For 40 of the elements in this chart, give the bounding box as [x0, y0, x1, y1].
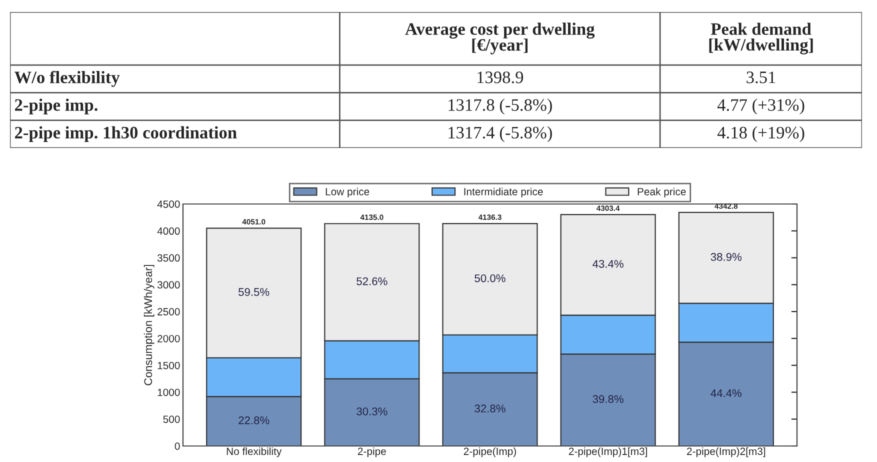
y-tick-label: 500	[163, 416, 180, 423]
x-tick-label: 2-pipe(Imp)2[m3]	[687, 447, 766, 458]
category-label: Average cost per dwelling [€/year]	[405, 22, 595, 54]
y-tick-label: 3500	[157, 254, 180, 262]
text: 3.51	[746, 72, 776, 84]
annotation: 52.6%	[356, 277, 388, 286]
annotation: 30.3%	[356, 408, 388, 416]
annotation: 43.4%	[592, 260, 624, 268]
x-tick-label: 2-pipe	[358, 447, 386, 458]
y-tick-label: 4000	[157, 227, 180, 235]
annotation: 39.8%	[592, 395, 624, 404]
text: 1398.9	[478, 71, 524, 84]
x-tick-label: 2-pipe(Imp)	[464, 447, 516, 458]
y-tick-label: 1500	[158, 362, 180, 370]
text: 4.18 (+19%)	[717, 126, 804, 142]
x-tick-label: No flexibility	[226, 447, 282, 458]
annotation: 59.5%	[238, 288, 270, 296]
legend-label: Low price	[326, 188, 370, 198]
category-label: W/o flexibility	[14, 70, 120, 87]
y-tick-label: 4500	[157, 200, 180, 208]
y-axis-title: Consumption [kWh/year]	[144, 264, 154, 386]
annotation: 32.8%	[474, 404, 506, 412]
annotation: 22.8%	[238, 416, 270, 424]
legend-label: Intermidiate price	[464, 188, 543, 198]
y-tick-label: 2500	[158, 308, 180, 316]
y-tick-label: 0	[174, 442, 180, 450]
text: 4.77 (+31%)	[717, 98, 804, 114]
annotation: 44.4%	[710, 389, 742, 398]
category-label: 2-pipe imp.	[14, 98, 98, 114]
annotation: 50.0%	[474, 274, 506, 282]
annotation: 38.9%	[710, 253, 742, 261]
text: 1317.4 (-5.8%)	[448, 126, 552, 142]
y-tick-label: 1000	[158, 388, 180, 396]
category-label: 2-pipe imp. 1h30 coordination	[14, 126, 237, 142]
y-tick-label: 3000	[157, 281, 180, 289]
legend-label: Peak price	[638, 188, 686, 198]
text: 1317.8 (-5.8%)	[448, 98, 552, 114]
category-label: Peak demand [kW/dwelling]	[709, 22, 813, 54]
x-tick-label: 2-pipe(Imp)1[m3]	[568, 447, 647, 458]
y-tick-label: 2000	[158, 334, 180, 342]
